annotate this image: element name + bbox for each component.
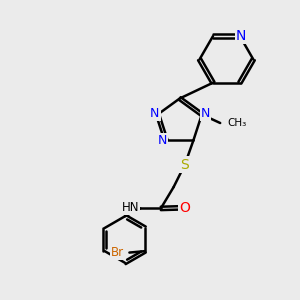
Text: CH₃: CH₃ — [227, 118, 247, 128]
Text: N: N — [158, 134, 167, 147]
Text: N: N — [150, 107, 160, 121]
Text: S: S — [181, 158, 189, 172]
Text: N: N — [200, 107, 210, 121]
Text: HN: HN — [122, 201, 139, 214]
Text: O: O — [179, 201, 190, 215]
Text: N: N — [236, 29, 247, 43]
Text: Br: Br — [111, 246, 124, 259]
